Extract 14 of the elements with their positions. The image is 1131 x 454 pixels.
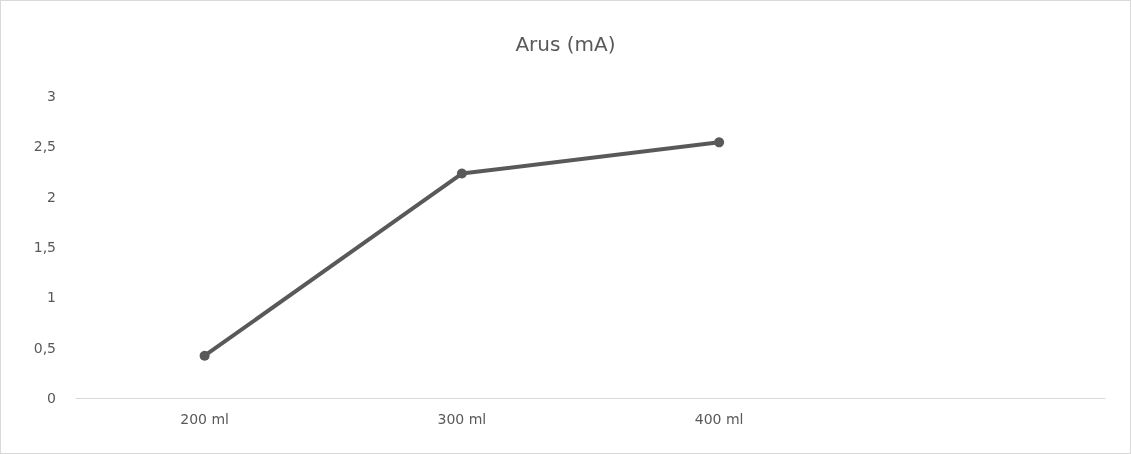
point [714, 137, 725, 148]
y-tick-label: 3 [47, 88, 56, 104]
y-tick-label: 1,5 [33, 239, 56, 255]
x-tick-label: 300 ml [437, 411, 487, 427]
y-tick-label: 0 [47, 390, 56, 406]
y-tick-label: 0,5 [33, 339, 56, 356]
chart-title: Arus (mA) [515, 32, 616, 56]
y-tick-label: 2,5 [33, 138, 56, 155]
point [199, 350, 210, 361]
y-tick-label: 1 [47, 289, 56, 306]
x-tick-label: 200 ml [180, 411, 229, 427]
x-tick-label: 400 ml [694, 411, 744, 427]
y-tick-label: 2 [47, 188, 56, 205]
point [456, 168, 467, 179]
